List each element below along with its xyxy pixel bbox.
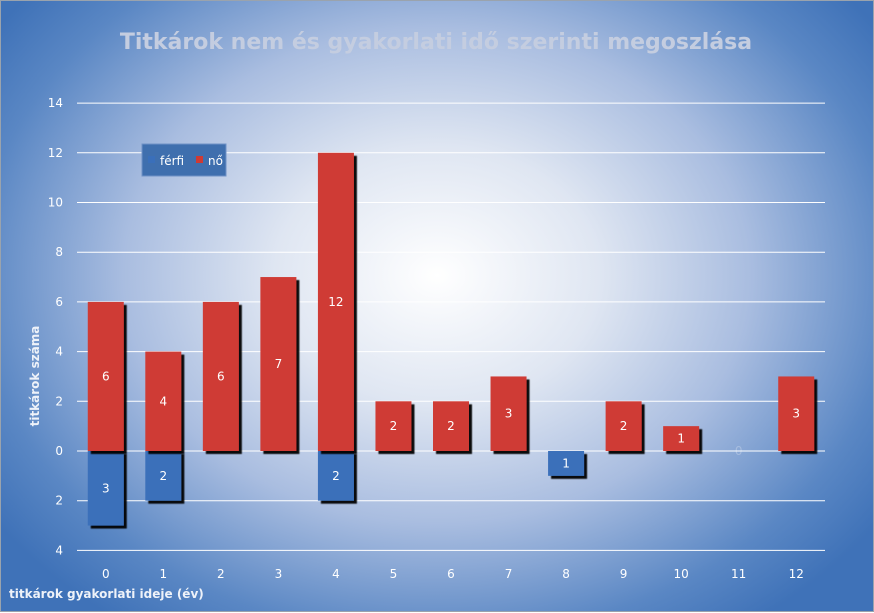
legend-label-no: nő [208, 154, 223, 168]
data-label: 7 [275, 357, 283, 371]
bar-no [778, 376, 815, 451]
x-tick-label: 2 [217, 567, 225, 581]
bar-ferfi [87, 451, 124, 526]
bar-no [433, 401, 469, 451]
bar-no [202, 301, 239, 451]
y-axis-ticks: 14 12 10 8 6 4 2 0 2 4 [48, 96, 63, 557]
data-labels: 3 2 2 1 0 6 4 6 7 12 2 2 3 2 1 3 [102, 295, 800, 495]
bar-no [490, 376, 527, 451]
x-tick-label: 5 [390, 567, 398, 581]
legend-label-ferfi: férfi [160, 154, 184, 168]
bar-no [145, 351, 182, 451]
data-label: 2 [447, 419, 455, 433]
legend-swatch-ferfi [148, 156, 155, 163]
data-label: 3 [102, 481, 110, 495]
bar-no [375, 401, 412, 451]
y-tick-label: 2 [55, 494, 63, 508]
bar-ferfi [145, 451, 182, 501]
x-tick-label: 1 [159, 567, 167, 581]
x-tick-label: 7 [505, 567, 513, 581]
bar-no [605, 401, 642, 451]
data-label: 1 [677, 432, 685, 446]
y-tick-label: 8 [55, 245, 63, 259]
data-label: 1 [562, 456, 570, 470]
x-tick-label: 8 [562, 567, 570, 581]
y-tick-label: 2 [55, 394, 63, 408]
bar-ferfi [317, 451, 354, 501]
y-tick-label: 0 [55, 444, 63, 458]
data-label: 3 [505, 407, 513, 421]
data-label: 2 [620, 419, 628, 433]
x-tick-label: 9 [620, 567, 628, 581]
data-label: 3 [792, 407, 800, 421]
x-tick-label: 3 [275, 567, 283, 581]
data-label: 0 [735, 444, 743, 458]
bar-no [87, 301, 124, 451]
data-label: 2 [390, 419, 398, 433]
y-tick-label: 12 [48, 146, 63, 160]
data-label: 2 [159, 469, 167, 483]
y-tick-label: 14 [48, 96, 63, 110]
x-axis-title: titkárok gyakorlati ideje (év) [9, 587, 204, 601]
bar-no [317, 152, 354, 452]
data-label: 12 [328, 295, 343, 309]
x-tick-label: 12 [789, 567, 804, 581]
y-tick-label: 4 [55, 345, 63, 359]
bar-no [260, 277, 297, 451]
legend: férfi nő [141, 143, 227, 177]
x-tick-label: 0 [102, 567, 110, 581]
y-tick-label: 4 [55, 543, 63, 557]
bars [87, 152, 815, 526]
bar-no [663, 426, 700, 451]
legend-swatch-no [196, 156, 203, 163]
x-tick-label: 10 [674, 567, 689, 581]
x-tick-label: 6 [447, 567, 455, 581]
x-axis-ticks: 0 1 2 3 4 5 6 7 8 9 10 11 12 [102, 567, 804, 581]
y-tick-label: 10 [48, 196, 63, 210]
legend-box [141, 143, 227, 177]
x-tick-label: 4 [332, 567, 340, 581]
x-tick-label: 11 [731, 567, 746, 581]
data-label: 4 [159, 394, 167, 408]
chart-title: Titkárok nem és gyakorlati idő szerinti … [120, 30, 752, 55]
bar-ferfi [548, 451, 585, 476]
data-label: 6 [102, 369, 110, 383]
data-label: 2 [332, 469, 340, 483]
y-tick-label: 6 [55, 295, 63, 309]
data-label: 6 [217, 369, 225, 383]
y-axis-title: titkárok száma [28, 326, 42, 427]
